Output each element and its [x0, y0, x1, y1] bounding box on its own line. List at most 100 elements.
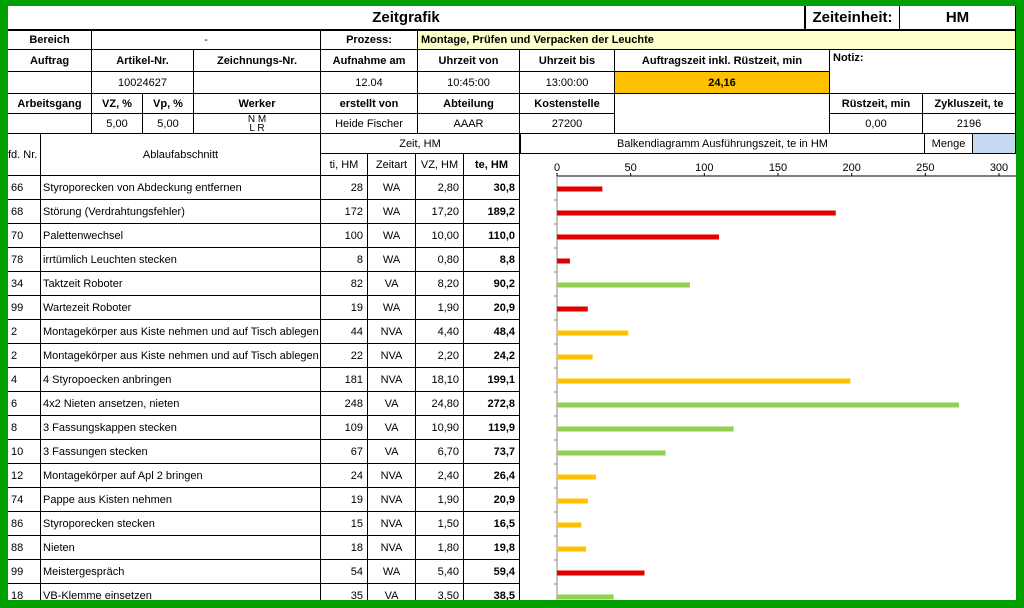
cell-vz[interactable]: 10,00	[416, 224, 464, 248]
cell-te[interactable]: 90,2	[464, 272, 520, 296]
cell-zeitart[interactable]: NVA	[368, 320, 416, 344]
cell-ablauf[interactable]: 4x2 Nieten ansetzen, nieten	[41, 392, 321, 416]
cell-ti[interactable]: 19	[321, 488, 368, 512]
cell-te[interactable]: 16,5	[464, 512, 520, 536]
cell-vz[interactable]: 8,20	[416, 272, 464, 296]
cell-zeitart[interactable]: VA	[368, 272, 416, 296]
cell-nr[interactable]: 18	[8, 584, 41, 600]
cell-ablauf[interactable]: Montagekörper aus Kiste nehmen und auf T…	[41, 320, 321, 344]
cell-ti[interactable]: 109	[321, 416, 368, 440]
cell-ablauf[interactable]: Nieten	[41, 536, 321, 560]
cell-te[interactable]: 38,5	[464, 584, 520, 600]
cell-ti[interactable]: 54	[321, 560, 368, 584]
cell-ti[interactable]: 44	[321, 320, 368, 344]
cell-vz[interactable]: 5,40	[416, 560, 464, 584]
cell-ablauf[interactable]: Styroporecken von Abdeckung entfernen	[41, 176, 321, 200]
notiz-field[interactable]: Notiz:	[830, 50, 1016, 94]
cell-vz[interactable]: 4,40	[416, 320, 464, 344]
cell-ablauf[interactable]: Palettenwechsel	[41, 224, 321, 248]
cell-ti[interactable]: 18	[321, 536, 368, 560]
cell-vz[interactable]: 3,50	[416, 584, 464, 600]
cell-ti[interactable]: 82	[321, 272, 368, 296]
artikel-value[interactable]: 10024627	[92, 72, 194, 94]
cell-zeitart[interactable]: NVA	[368, 368, 416, 392]
cell-nr[interactable]: 99	[8, 296, 41, 320]
cell-nr[interactable]: 8	[8, 416, 41, 440]
kostenstelle-value[interactable]: 27200	[520, 114, 615, 134]
cell-vz[interactable]: 1,80	[416, 536, 464, 560]
cell-zeitart[interactable]: NVA	[368, 536, 416, 560]
vp-value[interactable]: 5,00	[143, 114, 194, 134]
uhrzeit-von-value[interactable]: 10:45:00	[418, 72, 520, 94]
cell-ablauf[interactable]: 4 Styropoecken anbringen	[41, 368, 321, 392]
ruestzeit-value[interactable]: 0,00	[830, 114, 923, 134]
cell-ablauf[interactable]: irrtümlich Leuchten stecken	[41, 248, 321, 272]
prozess-value[interactable]: Montage, Prüfen und Verpacken der Leucht…	[418, 30, 1016, 50]
cell-ablauf[interactable]: VB-Klemme einsetzen	[41, 584, 321, 600]
cell-zeitart[interactable]: NVA	[368, 344, 416, 368]
cell-ti[interactable]: 22	[321, 344, 368, 368]
cell-zeitart[interactable]: WA	[368, 560, 416, 584]
cell-ablauf[interactable]: Taktzeit Roboter	[41, 272, 321, 296]
cell-ti[interactable]: 15	[321, 512, 368, 536]
cell-ti[interactable]: 8	[321, 248, 368, 272]
cell-vz[interactable]: 2,20	[416, 344, 464, 368]
cell-te[interactable]: 119,9	[464, 416, 520, 440]
werker-value[interactable]: N M L R	[194, 114, 321, 134]
aufnahme-value[interactable]: 12.04	[321, 72, 418, 94]
menge-input[interactable]	[973, 134, 1016, 154]
cell-te[interactable]: 199,1	[464, 368, 520, 392]
cell-zeitart[interactable]: WA	[368, 296, 416, 320]
cell-te[interactable]: 189,2	[464, 200, 520, 224]
cell-zeitart[interactable]: VA	[368, 584, 416, 600]
cell-ablauf[interactable]: Montagekörper auf Apl 2 bringen	[41, 464, 321, 488]
cell-te[interactable]: 26,4	[464, 464, 520, 488]
cell-te[interactable]: 19,8	[464, 536, 520, 560]
abteilung-value[interactable]: AAAR	[418, 114, 520, 134]
cell-ablauf[interactable]: Montagekörper aus Kiste nehmen und auf T…	[41, 344, 321, 368]
zeichnung-value[interactable]	[194, 72, 321, 94]
cell-nr[interactable]: 99	[8, 560, 41, 584]
cell-vz[interactable]: 2,80	[416, 176, 464, 200]
cell-ti[interactable]: 172	[321, 200, 368, 224]
cell-nr[interactable]: 68	[8, 200, 41, 224]
zeiteinheit-value[interactable]: HM	[900, 6, 1016, 30]
cell-nr[interactable]: 12	[8, 464, 41, 488]
uhrzeit-bis-value[interactable]: 13:00:00	[520, 72, 615, 94]
cell-vz[interactable]: 2,40	[416, 464, 464, 488]
cell-nr[interactable]: 86	[8, 512, 41, 536]
cell-zeitart[interactable]: NVA	[368, 488, 416, 512]
cell-vz[interactable]: 6,70	[416, 440, 464, 464]
cell-ablauf[interactable]: Meistergespräch	[41, 560, 321, 584]
cell-zeitart[interactable]: WA	[368, 224, 416, 248]
cell-ablauf[interactable]: Styroporecken stecken	[41, 512, 321, 536]
cell-ablauf[interactable]: 3 Fassungskappen stecken	[41, 416, 321, 440]
cell-ti[interactable]: 35	[321, 584, 368, 600]
cell-ablauf[interactable]: Störung (Verdrahtungsfehler)	[41, 200, 321, 224]
cell-te[interactable]: 20,9	[464, 296, 520, 320]
cell-ti[interactable]: 100	[321, 224, 368, 248]
bereich-value[interactable]: -	[92, 30, 321, 50]
cell-ti[interactable]: 19	[321, 296, 368, 320]
cell-zeitart[interactable]: VA	[368, 440, 416, 464]
cell-nr[interactable]: 34	[8, 272, 41, 296]
cell-zeitart[interactable]: VA	[368, 416, 416, 440]
cell-te[interactable]: 73,7	[464, 440, 520, 464]
cell-te[interactable]: 8,8	[464, 248, 520, 272]
cell-zeitart[interactable]: WA	[368, 248, 416, 272]
cell-nr[interactable]: 6	[8, 392, 41, 416]
cell-nr[interactable]: 74	[8, 488, 41, 512]
cell-ti[interactable]: 28	[321, 176, 368, 200]
cell-vz[interactable]: 10,90	[416, 416, 464, 440]
cell-ti[interactable]: 24	[321, 464, 368, 488]
cell-nr[interactable]: 70	[8, 224, 41, 248]
cell-ablauf[interactable]: Wartezeit Roboter	[41, 296, 321, 320]
cell-nr[interactable]: 88	[8, 536, 41, 560]
cell-te[interactable]: 59,4	[464, 560, 520, 584]
cell-te[interactable]: 20,9	[464, 488, 520, 512]
cell-nr[interactable]: 78	[8, 248, 41, 272]
cell-zeitart[interactable]: WA	[368, 200, 416, 224]
cell-nr[interactable]: 66	[8, 176, 41, 200]
cell-vz[interactable]: 1,50	[416, 512, 464, 536]
cell-zeitart[interactable]: NVA	[368, 464, 416, 488]
